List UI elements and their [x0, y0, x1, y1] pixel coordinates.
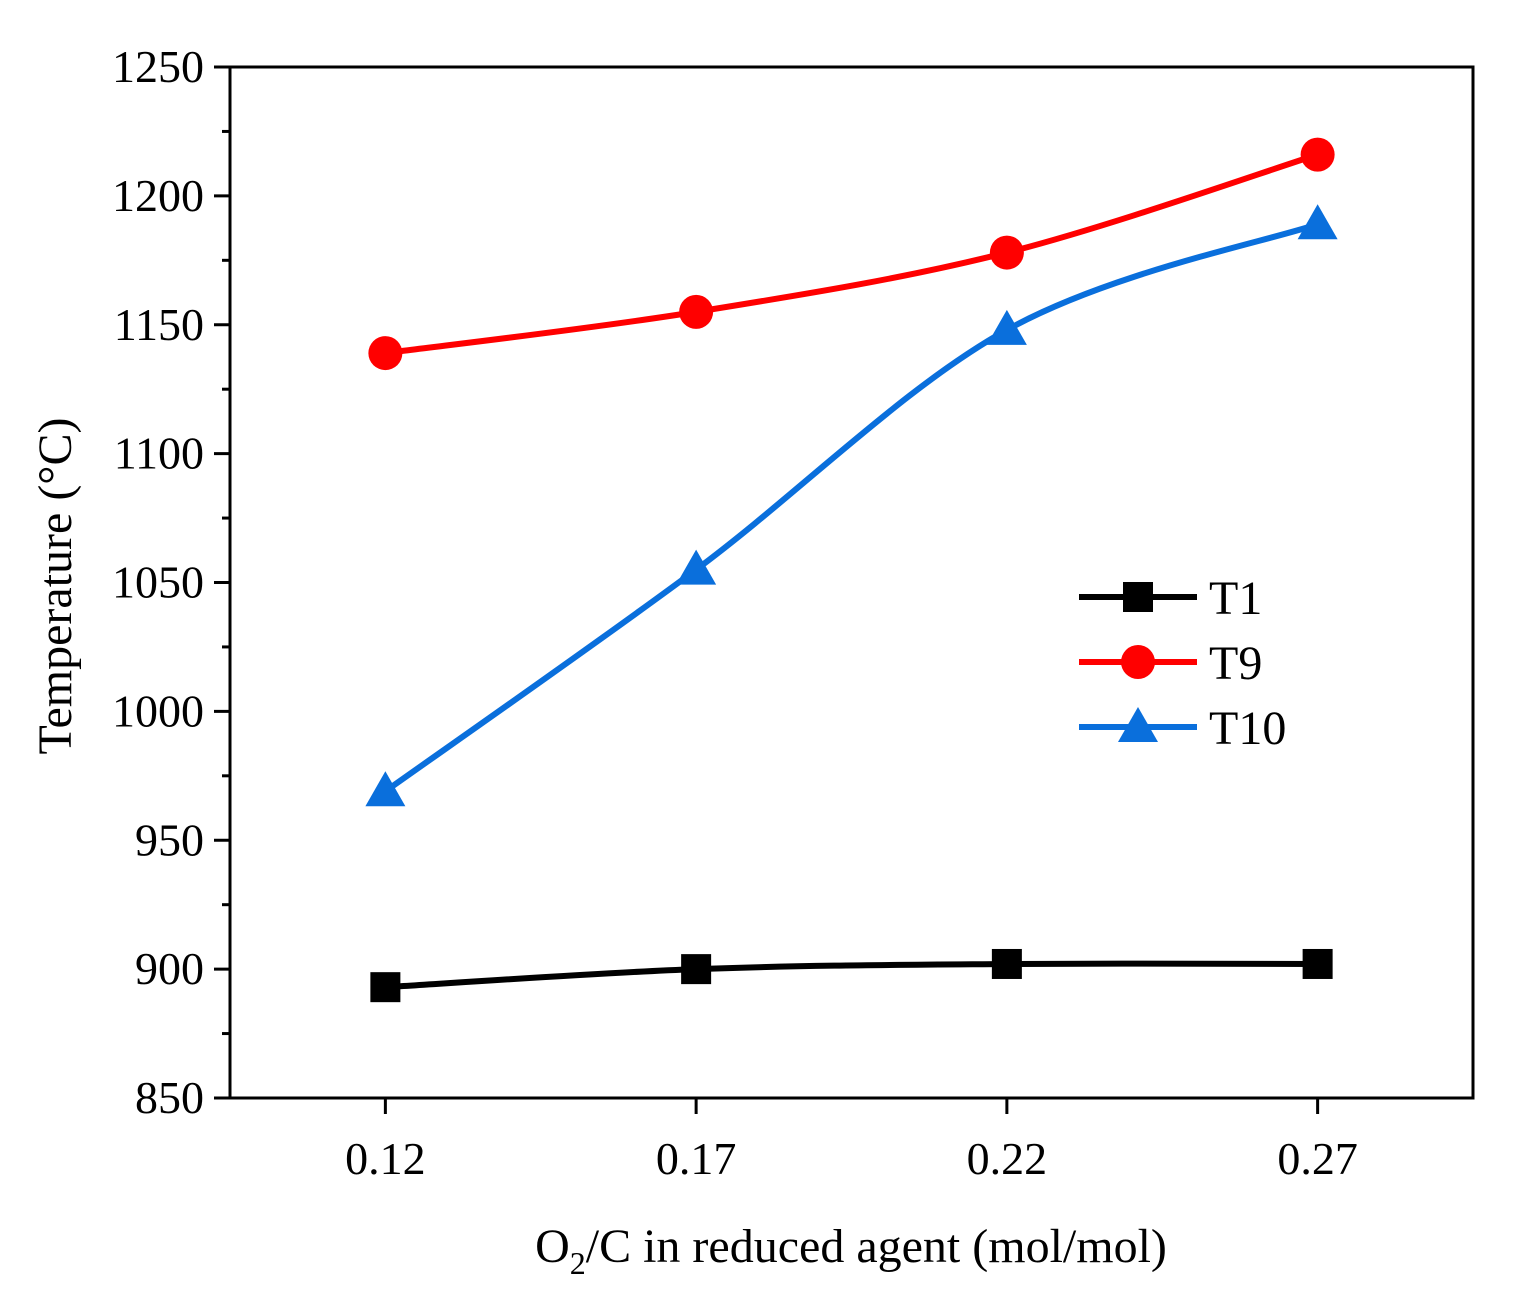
legend-marker-t1 [1123, 582, 1153, 612]
legend-marker-t9 [1121, 645, 1155, 679]
data-point-t10 [676, 549, 717, 585]
data-point-t1 [1302, 948, 1333, 979]
data-point-t9 [368, 336, 403, 371]
legend-marker-t10 [1118, 707, 1158, 742]
y-tick-label: 1150 [114, 299, 204, 350]
x-tick-label: 0.17 [656, 1133, 737, 1184]
x-tick-label: 0.22 [967, 1133, 1048, 1184]
series-line-t1 [382, 960, 1321, 991]
data-point-t1 [681, 954, 712, 985]
y-tick-label: 1050 [112, 557, 204, 608]
y-tick-label: 900 [135, 943, 204, 994]
legend: T1 T9 T10 [1079, 572, 1286, 755]
data-point-t10 [365, 771, 406, 807]
x-axis-title: O2/C in reduced agent (mol/mol) [535, 1220, 1167, 1281]
y-tick-label: 950 [135, 814, 204, 865]
y-axis-title: Temperature (°C) [29, 417, 82, 754]
data-point-t1 [991, 948, 1022, 979]
x-tick-label: 0.27 [1277, 1133, 1358, 1184]
data-point-t10 [1297, 204, 1338, 240]
x-axis-title-pre: O [535, 1220, 570, 1273]
x-axis-title-post: /C in reduced agent (mol/mol) [586, 1220, 1167, 1273]
legend-label-t1: T1 [1209, 572, 1262, 625]
data-point-t10 [986, 309, 1027, 345]
data-point-t9 [1300, 137, 1335, 172]
series-markers [365, 137, 1338, 1003]
legend-label-t10: T10 [1209, 702, 1286, 755]
data-point-t9 [679, 294, 714, 329]
legend-label-t9: T9 [1209, 637, 1262, 690]
data-point-t1 [370, 972, 401, 1003]
y-axis-ticks: 850 900 950 1000 1050 1100 1150 1200 1250 [112, 41, 230, 1123]
y-tick-label: 1250 [112, 41, 204, 92]
x-axis-title-sub: 2 [570, 1245, 586, 1281]
y-tick-label: 1100 [114, 428, 204, 479]
y-tick-label: 1000 [112, 685, 204, 736]
data-point-t9 [989, 235, 1024, 270]
plot-frame [228, 65, 1475, 1100]
series-lines [382, 151, 1321, 991]
x-axis-ticks: 0.12 0.17 0.22 0.27 [345, 1098, 1358, 1184]
y-tick-label: 850 [135, 1072, 204, 1123]
series-line-t10 [382, 221, 1321, 795]
y-tick-label: 1200 [112, 170, 204, 221]
x-tick-label: 0.12 [345, 1133, 426, 1184]
series-line-t9 [382, 151, 1321, 357]
